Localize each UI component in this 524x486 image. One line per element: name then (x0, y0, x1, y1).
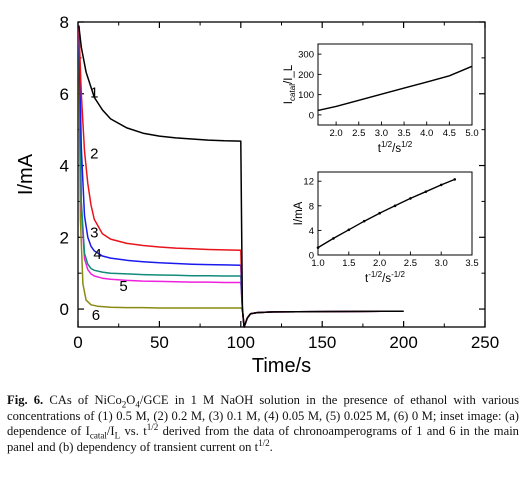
inset-a-x-tick-label: 4.5 (443, 128, 456, 139)
inset-a-x-tick-label: 2.0 (330, 128, 343, 139)
inset-a-x-tick-label: 5.0 (465, 128, 478, 139)
inset-b-data-point (409, 197, 412, 200)
inset-b-x-tick-label: 3.0 (435, 258, 448, 269)
curve-label: 2 (90, 145, 98, 162)
x-tick-label: 0 (73, 333, 82, 352)
inset-b-plot: 1.0 1.5 2.0 2.5 3.0 3.5 0 4 8 12 t-1/2/s-1/2 I/mA (293, 171, 479, 285)
inset-b-data-point (332, 237, 335, 240)
inset-b-x-tick-label: 1.5 (342, 258, 355, 269)
inset-b-x-tick-label: 3.5 (465, 258, 478, 269)
inset-a-x-tick-label: 2.5 (352, 128, 365, 139)
curve-label: 4 (93, 246, 101, 263)
curve-label: 5 (119, 278, 127, 295)
figure-caption: Fig. 6. CAs of NiCo2O4/GCE in 1 M NaOH s… (7, 393, 519, 455)
inset-b-data-point (424, 190, 428, 193)
inset-a-series-line (317, 65, 473, 112)
inset-a-y-tick-label: 200 (298, 70, 314, 81)
inset-a-y-axis-label: Icatal/I_L (283, 64, 297, 104)
y-tick-label: 8 (60, 13, 69, 32)
inset-b-x-tick-label: 2.0 (373, 258, 386, 269)
inset-a-x-tick-label: 3.5 (397, 128, 410, 139)
x-tick-label: 250 (471, 333, 499, 352)
y-axis-label: I/mA (15, 153, 37, 195)
inset-b-data-point (393, 204, 397, 208)
inset-b-x-axis-label: t-1/2/s-1/2 (365, 270, 405, 285)
inset-b-y-tick-label: 8 (309, 201, 314, 212)
y-tick-label: 6 (60, 85, 69, 104)
x-tick-label: 200 (389, 333, 417, 352)
inset-b-data-point (347, 228, 351, 232)
inset-b-data-point (439, 183, 443, 187)
inset-b-y-tick-label: 12 (303, 177, 314, 188)
inset-b-x-tick-label: 1.0 (311, 258, 324, 269)
inset-b-y-tick-label: 0 (309, 251, 314, 262)
x-tick-label: 100 (227, 333, 255, 352)
y-tick-label: 0 (60, 300, 69, 319)
curve-label: 6 (92, 307, 100, 324)
curve-label: 3 (90, 224, 98, 241)
inset-b-x-tick-label: 2.5 (404, 258, 417, 269)
figure-label: Fig. 6. (7, 393, 44, 407)
inset-b-y-tick-label: 4 (309, 226, 314, 237)
series-line-1 (78, 25, 404, 328)
y-tick-label: 4 (60, 157, 69, 176)
inset-a-plot: 2.0 2.5 3.0 3.5 4.0 4.5 5.0 0 100 200 300 t1/2/s1/2… (283, 43, 479, 155)
curve-label: 1 (90, 84, 98, 101)
inset-a-y-tick-label: 300 (298, 50, 314, 61)
x-axis-label: Time/s (252, 355, 311, 377)
x-tick-label: 50 (150, 333, 169, 352)
inset-b-y-axis-label: I/mA (293, 201, 305, 225)
inset-a-y-tick-label: 0 (309, 110, 314, 121)
caption-text: CAs of NiCo2O4/GCE in 1 M NaOH solution … (7, 393, 520, 454)
inset-b-data-point (362, 219, 366, 223)
inset-b-data-point (453, 178, 457, 181)
y-tick-label: 2 (60, 228, 69, 247)
inset-a-frame (317, 43, 473, 126)
inset-a-x-tick-label: 3.0 (375, 128, 388, 139)
x-tick-label: 150 (308, 333, 336, 352)
inset-b-data-point (378, 211, 381, 215)
inset-a-y-tick-label: 100 (298, 90, 314, 101)
inset-a-x-tick-label: 4.0 (420, 128, 433, 139)
inset-b-frame (317, 171, 473, 256)
inset-a-x-axis-label: t1/2/s1/2 (378, 140, 413, 155)
inset-b-data-point (316, 246, 320, 249)
inset-b-series-line (317, 178, 456, 249)
